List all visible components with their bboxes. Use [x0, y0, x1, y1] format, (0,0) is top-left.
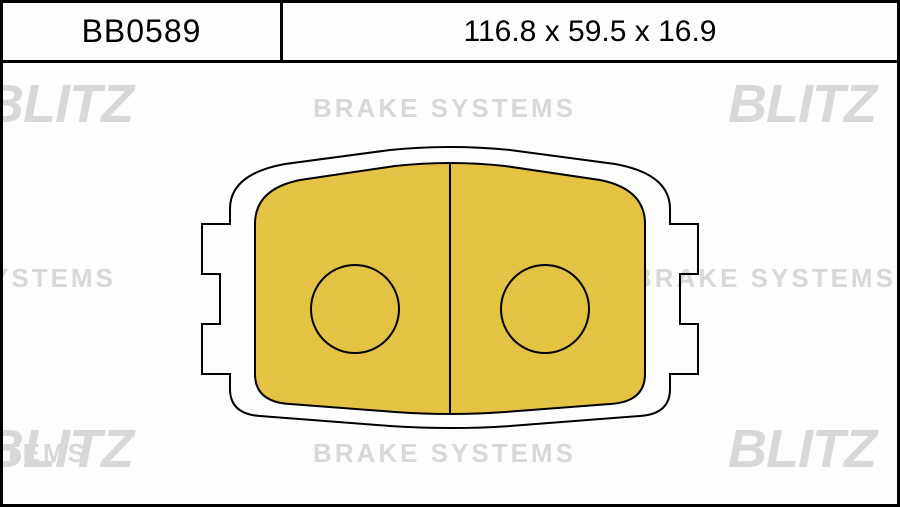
part-number-cell: BB0589: [3, 3, 283, 60]
watermark-blitz: BLITZ: [728, 73, 876, 135]
header-row: BB0589 116.8 x 59.5 x 16.9: [3, 3, 897, 63]
watermark-blitz: BLITZ: [728, 418, 876, 480]
outer-frame: BB0589 116.8 x 59.5 x 16.9 BLITZ BRAKE S…: [0, 0, 900, 507]
dimensions-cell: 116.8 x 59.5 x 16.9: [283, 3, 897, 60]
diagram-area: BLITZ BRAKE SYSTEMS BLITZ BRAKE SYSTEMS …: [3, 63, 897, 504]
part-number: BB0589: [82, 13, 202, 50]
watermark-blitz: BLITZ: [3, 73, 133, 135]
brake-pad-diagram: [170, 114, 730, 454]
watermark-brake: BRAKE SYSTEMS: [3, 438, 88, 469]
dimensions: 116.8 x 59.5 x 16.9: [464, 15, 717, 49]
